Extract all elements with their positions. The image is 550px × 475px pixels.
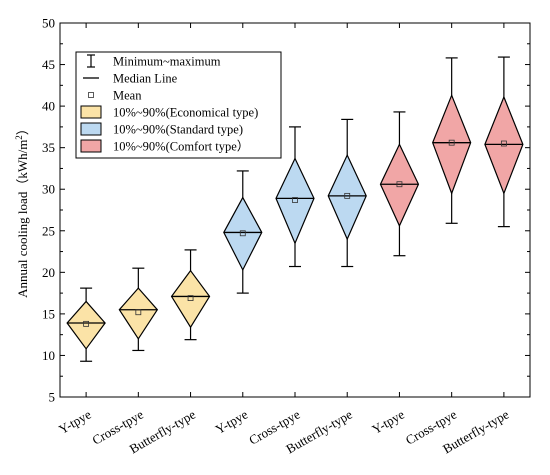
legend-swatch	[80, 122, 102, 136]
mean-marker	[396, 181, 403, 188]
legend-swatch	[80, 105, 102, 119]
y-axis-label: Annual cooling load（kWh/m2）	[14, 122, 30, 298]
y-tick-label: 25	[42, 223, 55, 238]
legend-swatch	[80, 139, 102, 153]
mean-marker	[500, 140, 507, 147]
y-tick-label: 45	[42, 57, 55, 72]
legend-mean-icon	[88, 92, 94, 98]
legend-label: 10%~90%(Comfort type）	[113, 140, 249, 154]
violin-item	[327, 118, 367, 268]
violin-body	[118, 287, 159, 340]
violin-item	[484, 56, 524, 228]
violin-body	[275, 157, 315, 245]
y-axis: 5 10 15 20 25 30 35 40 45 50	[42, 16, 530, 405]
violin-item	[223, 170, 263, 294]
violin-item	[170, 249, 211, 341]
y-tick-label: 40	[42, 99, 55, 114]
y-axis-label-main: Annual cooling load（kWh/m	[15, 140, 30, 298]
violin-item	[66, 287, 106, 362]
violin-body	[484, 95, 524, 196]
x-tick-label: Y-tpye	[56, 406, 94, 436]
y-tick-label: 15	[42, 306, 55, 321]
y-tick-label: 35	[42, 140, 55, 155]
violin-item	[379, 111, 420, 257]
violin-item	[275, 126, 315, 268]
mean-marker	[135, 309, 142, 316]
mean-marker	[187, 295, 194, 301]
legend: Minimum~maximum Median Line Mean 10%~90%(Ec…	[75, 51, 282, 159]
y-tick-label: 5	[49, 390, 56, 405]
mean-marker	[239, 230, 246, 237]
legend-frame	[75, 51, 282, 159]
mean-marker	[448, 139, 455, 146]
y-tick-label: 20	[42, 265, 55, 280]
violin-item	[118, 267, 159, 352]
legend-label: 10%~90%(Standard type)	[113, 123, 243, 137]
violins	[66, 56, 524, 362]
legend-label: Median Line	[113, 72, 178, 86]
y-axis-label-sup: 2	[14, 135, 24, 140]
violin-body	[170, 269, 211, 329]
violin-item	[432, 57, 472, 224]
mean-marker	[83, 320, 90, 327]
violin-body	[379, 142, 420, 228]
violin-body	[327, 153, 367, 241]
legend-label: Minimum~maximum	[113, 55, 221, 69]
y-tick-label: 30	[42, 182, 55, 197]
x-tick-label: Y-tpye	[369, 406, 407, 436]
y-tick-label: 10	[42, 348, 55, 363]
legend-label: Mean	[113, 89, 142, 103]
x-tick-label: Y-tpye	[213, 406, 251, 436]
violin-body	[66, 300, 106, 350]
y-axis-label-end: ）	[15, 122, 30, 135]
violin-body	[223, 196, 263, 272]
mean-marker	[344, 192, 351, 199]
mean-marker	[292, 197, 298, 203]
legend-label: 10%~90%(Economical type)	[113, 106, 258, 120]
violin-body	[432, 93, 472, 196]
y-tick-label: 50	[42, 16, 55, 31]
